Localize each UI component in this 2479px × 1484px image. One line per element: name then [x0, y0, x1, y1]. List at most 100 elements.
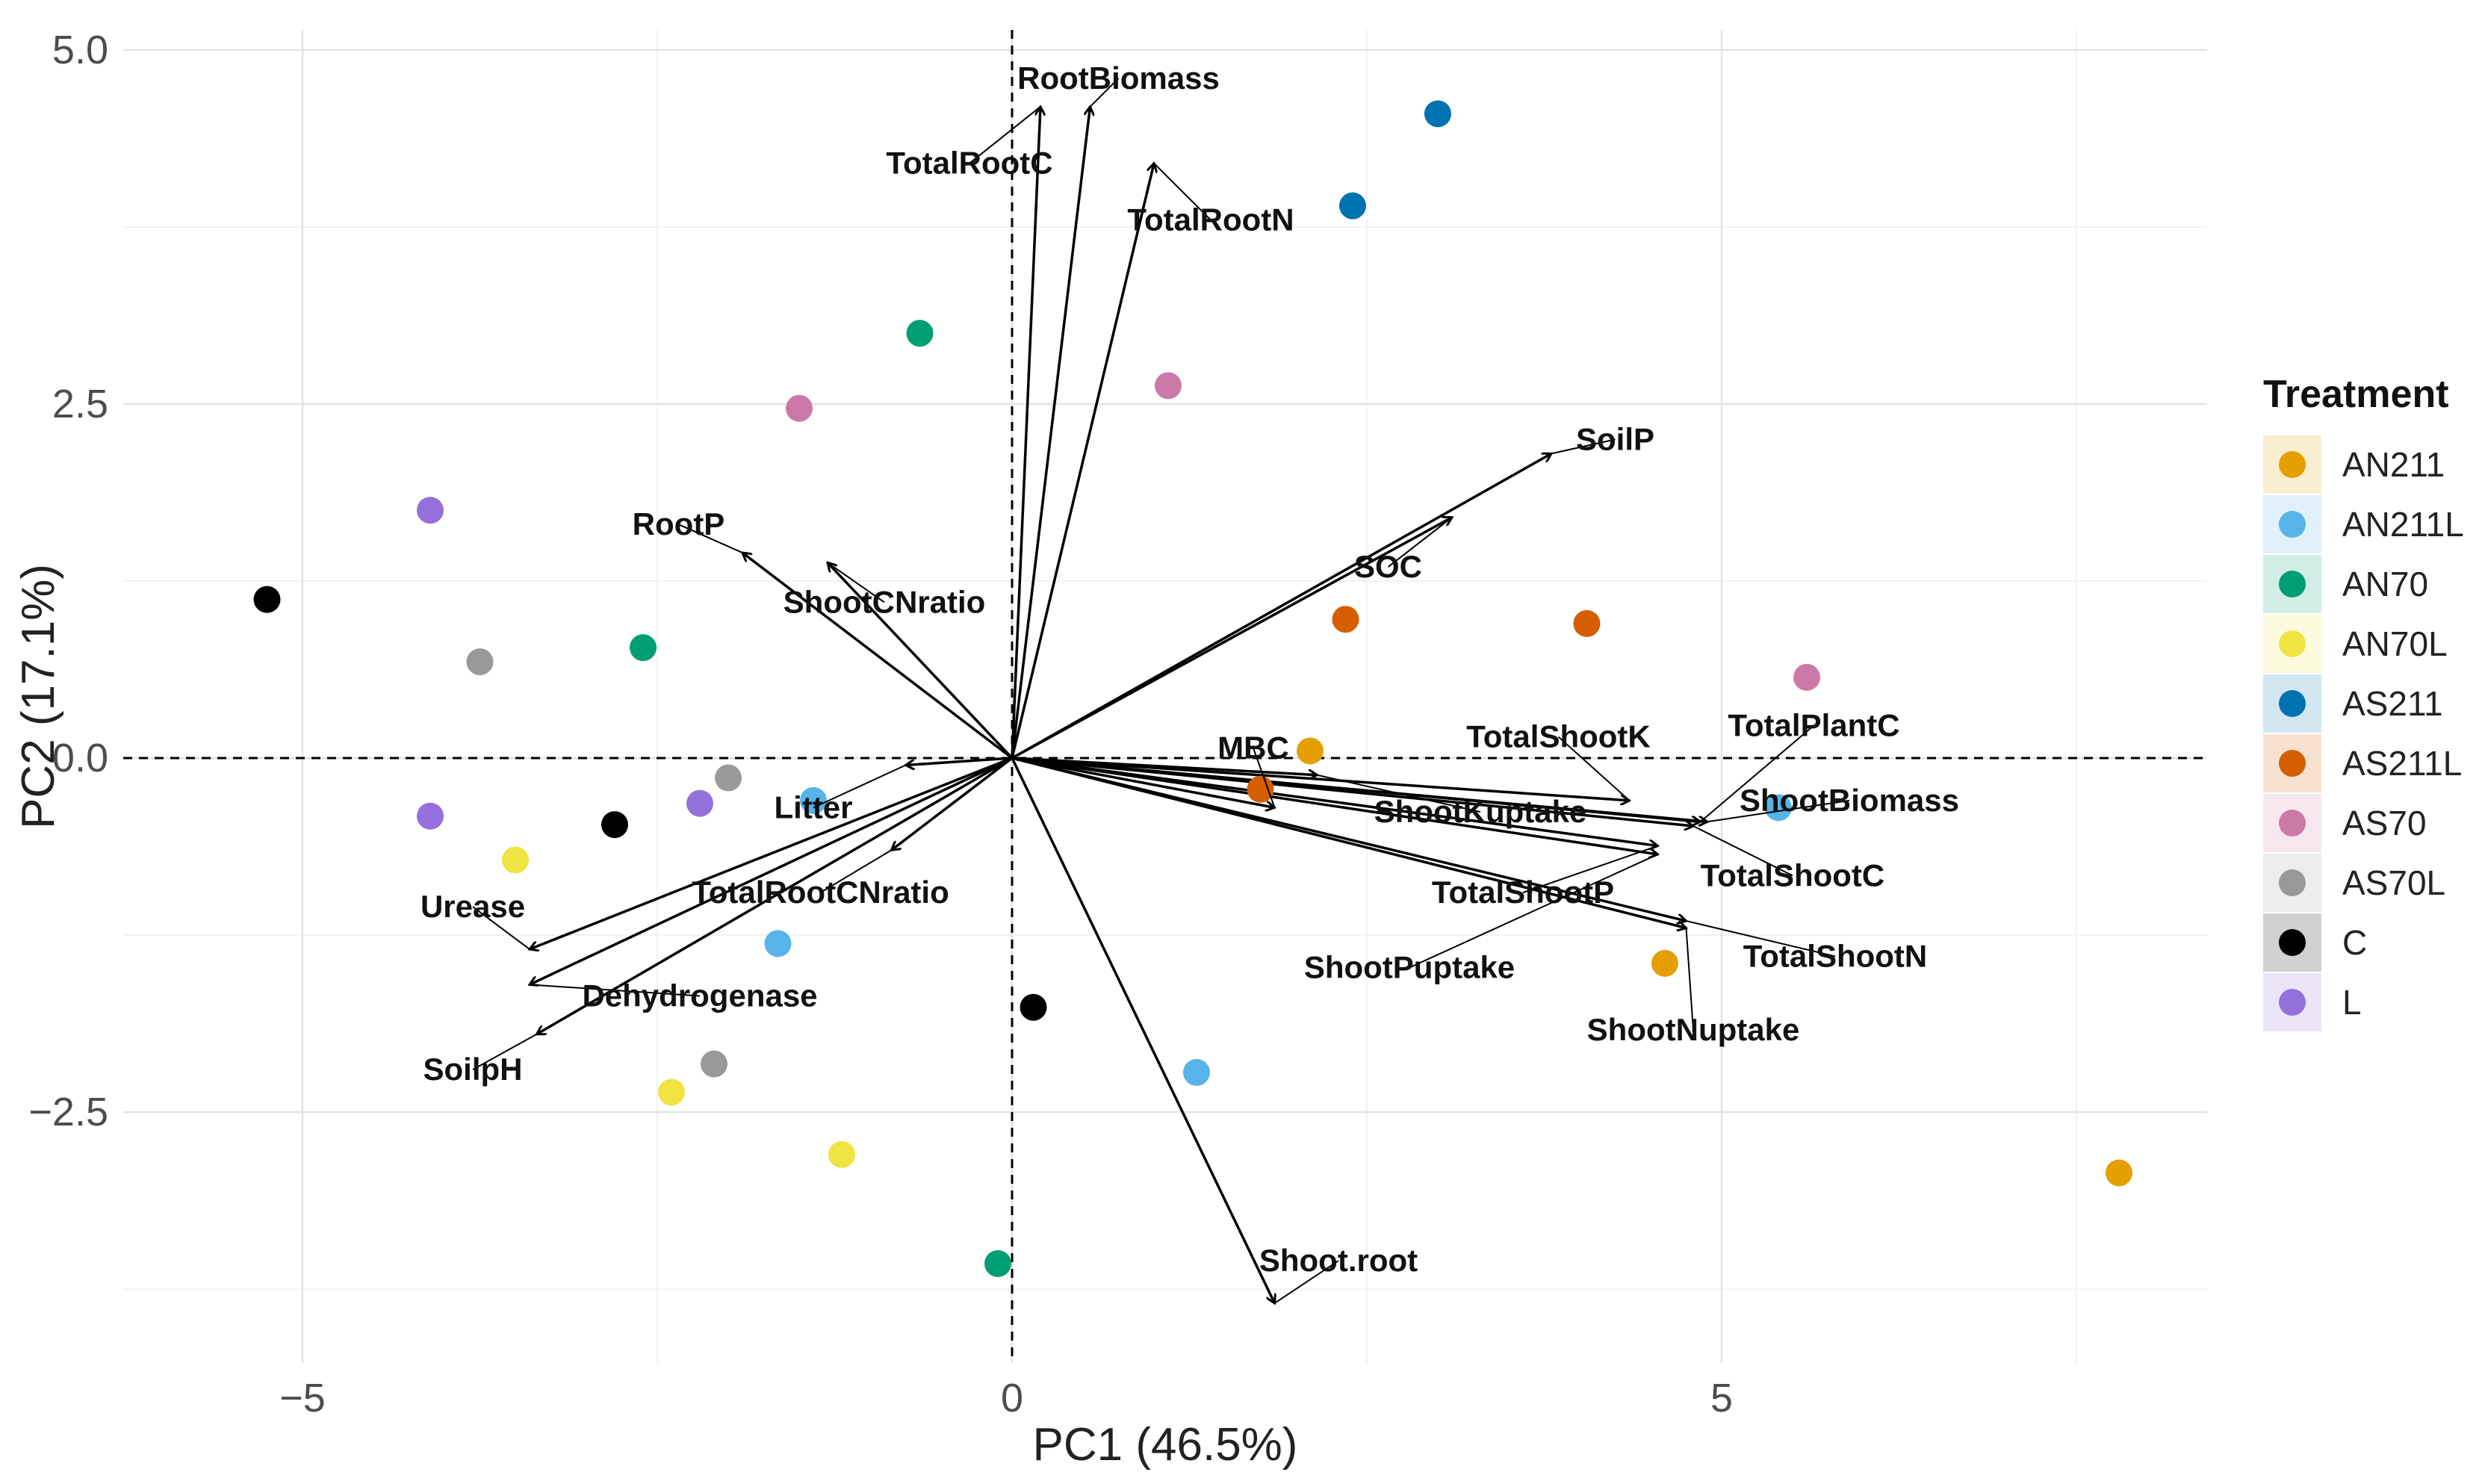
y-tick-label: 5.0: [52, 28, 108, 72]
loading-label-totalshootp: TotalShootP: [1432, 875, 1614, 910]
loading-arrow-shootcnratio: [828, 562, 1014, 760]
loading-arrows: [530, 107, 1707, 1303]
loading-label-soc: SOC: [1354, 549, 1422, 584]
loading-arrow-totalshootp: [1011, 757, 1658, 846]
label-connector-soc: [1387, 516, 1453, 568]
score-point-an70l: [828, 1140, 855, 1168]
score-point-as211: [1424, 100, 1451, 128]
loading-label-shootpuptake: ShootPuptake: [1304, 950, 1515, 985]
loading-label-shootkuptake: ShootKuptake: [1374, 794, 1587, 829]
score-point-as70l: [701, 1050, 727, 1078]
loading-arrow-totalshootk: [1011, 757, 1630, 801]
loading-label-rootbiomass: RootBiomass: [1017, 60, 1220, 96]
score-point-an211: [2106, 1159, 2132, 1187]
legend-key-as70: [2279, 810, 2306, 836]
label-connector-rootp: [678, 524, 743, 553]
legend-label-as211l: AS211L: [2342, 744, 2462, 783]
score-point-as70l: [715, 764, 742, 792]
score-point-c: [253, 586, 281, 613]
legend-key-c: [2279, 929, 2306, 956]
label-connector-totalshootc: [1693, 825, 1793, 877]
label-connector-soilp: [1551, 438, 1616, 455]
label-connector-totalplantc: [1699, 724, 1815, 823]
legend-key-an70l: [2279, 630, 2306, 657]
label-connector-totalrootcnratio: [819, 849, 893, 893]
label-connector-totalrootn: [1153, 162, 1211, 221]
score-point-as70: [1793, 663, 1820, 691]
score-point-as211: [1339, 192, 1366, 220]
legend-key-an70: [2279, 571, 2306, 597]
score-point-l: [686, 789, 713, 817]
label-connector-urease: [472, 906, 530, 950]
x-tick-label: −5: [279, 1376, 326, 1421]
score-point-an211: [1297, 737, 1324, 765]
score-point-c: [1020, 993, 1047, 1021]
legend-label-an211: AN211: [2342, 445, 2445, 484]
label-connector-totalrootc: [969, 106, 1041, 164]
loading-label-totalrootc: TotalRootC: [886, 146, 1052, 181]
loading-label-totalrootcnratio: TotalRootCNratio: [692, 875, 949, 910]
legend-key-l: [2279, 989, 2306, 1016]
loading-label-totalrootn: TotalRootN: [1127, 202, 1294, 237]
loading-arrow-soilph: [537, 757, 1013, 1034]
score-point-as211l: [1247, 775, 1274, 803]
loading-arrow-rootbiomass: [1011, 107, 1090, 759]
score-point-an70: [630, 634, 657, 662]
label-connector-mbc: [1253, 748, 1276, 808]
score-point-an211l: [764, 930, 792, 957]
score-point-an70: [984, 1249, 1011, 1277]
score-point-as70: [786, 394, 813, 422]
axis-ticks: −5 0 5 5.0 2.5 0.0 −2.5: [28, 28, 1733, 1421]
score-point-as70: [1155, 372, 1182, 400]
loading-label-shootnuptake: ShootNuptake: [1587, 1012, 1800, 1047]
score-point-an70l: [502, 846, 529, 874]
legend-label-as70l: AS70L: [2342, 863, 2445, 902]
loading-label-shoot.root: Shoot.root: [1259, 1243, 1418, 1278]
legend-label-c: C: [2342, 923, 2367, 962]
loading-arrow-soilp: [1011, 453, 1551, 760]
loading-arrow-totalshootc: [1011, 757, 1693, 826]
loading-label-litter: Litter: [775, 789, 853, 825]
legend-key-an211: [2279, 451, 2306, 478]
score-point-an211: [1651, 949, 1678, 977]
score-point-c: [601, 811, 628, 839]
label-connector-shootcnratio: [827, 562, 885, 603]
label-connector-soilph: [472, 1033, 537, 1070]
loading-arrow-urease: [530, 757, 1013, 949]
label-connector-shootnuptake: [1685, 928, 1694, 1031]
label-connector-rootbiomass: [1089, 78, 1120, 108]
loading-arrow-shootpuptake: [1011, 757, 1658, 854]
legend-key-as211l: [2279, 750, 2306, 777]
legend-label-as211: AS211: [2342, 684, 2443, 723]
score-point-as70l: [466, 648, 494, 676]
loading-arrow-soc: [1011, 518, 1452, 760]
loading-arrow-dehydrogenase: [530, 757, 1013, 984]
loading-arrow-litter: [906, 757, 1013, 765]
loading-label-mbc: MBC: [1217, 730, 1289, 766]
loading-arrow-totalrootcnratio: [892, 757, 1014, 850]
loading-label-totalshootk: TotalShootK: [1466, 719, 1651, 754]
reference-lines: [123, 30, 2207, 1363]
loading-label-soilph: SoilpH: [423, 1052, 523, 1087]
loading-arrow-totalrootc: [1011, 107, 1040, 759]
legend-label-an70l: AN70L: [2342, 624, 2448, 663]
score-point-as211l: [1573, 609, 1601, 637]
loading-label-soilp: SoilP: [1576, 421, 1654, 456]
loading-arrow-mbc: [1011, 757, 1275, 807]
score-point-l: [417, 497, 444, 524]
label-connector-totalshootp: [1522, 845, 1658, 894]
loading-arrow-rootp: [742, 553, 1014, 760]
label-connector-totalshootk: [1557, 736, 1631, 801]
loading-label-shootcnratio: ShootCNratio: [784, 584, 986, 619]
loading-label-rootp: RootP: [633, 506, 725, 541]
legend-title: Treatment: [2263, 373, 2449, 416]
score-points: [253, 100, 2132, 1277]
loading-arrow-shootnuptake: [1011, 757, 1687, 928]
loading-label-totalplantc: TotalPlantC: [1728, 707, 1899, 742]
score-point-an211l: [1183, 1058, 1210, 1086]
score-point-l: [417, 802, 444, 830]
x-tick-label: 5: [1710, 1376, 1733, 1421]
loading-labels: RootBiomass TotalRootC TotalRootN SoilP SOC R…: [421, 60, 1959, 1304]
